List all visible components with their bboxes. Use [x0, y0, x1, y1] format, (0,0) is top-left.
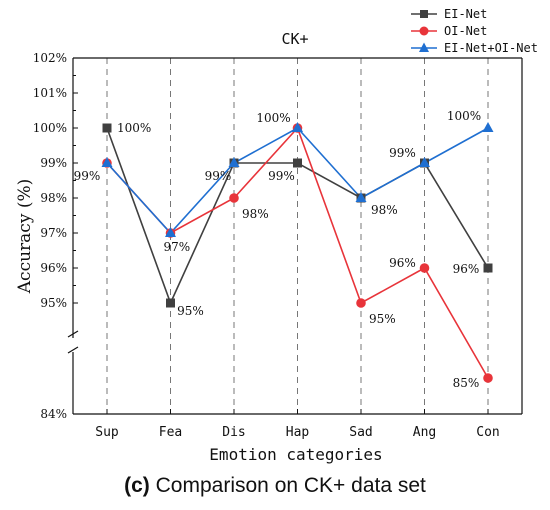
marker-ei-net-oi-net-ang — [419, 157, 430, 167]
legend-marker-square — [420, 10, 428, 18]
y-tick-labels: 84% 95% 96% 97% 98% 99% 100% 101% 102% — [33, 51, 78, 421]
legend-label: OI-Net — [444, 24, 487, 38]
marker-ei-net-oi-net-fea — [165, 227, 176, 237]
data-label: 96% — [453, 262, 480, 276]
chart-title: CK+ — [281, 30, 308, 48]
y-tick-label: 95% — [40, 296, 67, 310]
x-tick-label-sup: Sup — [95, 425, 119, 440]
x-tick-label-fea: Fea — [159, 425, 182, 440]
axis-break-mark — [67, 330, 79, 338]
y-tick-label: 96% — [40, 261, 67, 275]
y-tick-label: 102% — [33, 51, 67, 65]
y-tick-label: 98% — [40, 191, 67, 205]
x-tick-label-con: Con — [476, 425, 499, 440]
data-label: 99% — [74, 169, 101, 183]
x-tick-label-dis: Dis — [222, 425, 245, 440]
x-tick-label-sad: Sad — [349, 425, 372, 440]
marker-oi-net-con — [483, 373, 493, 383]
y-tick-label: 99% — [40, 156, 67, 170]
y-tick-label: 100% — [33, 121, 67, 135]
marker-oi-net-ang — [419, 263, 430, 273]
marker-oi-net-sad — [356, 298, 366, 308]
marker-ei-net-oi-net-sup — [101, 157, 113, 167]
data-label: 95% — [177, 304, 204, 318]
x-tick-label-hap: Hap — [286, 425, 310, 440]
data-label: 100% — [256, 111, 290, 125]
legend-marker-triangle — [419, 42, 429, 52]
legend-label: EI-Net+OI-Net — [444, 41, 538, 55]
data-label: 99% — [389, 146, 416, 160]
marker-ei-net-sup — [102, 123, 112, 133]
marker-ei-net-oi-net-dis — [228, 157, 240, 167]
data-label: 97% — [164, 240, 191, 254]
accuracy-line-chart: CK+ 84% 95% 96% 97% 98% 99% 100% 101% 102% Sup Fe… — [15, 7, 538, 464]
axis-break-mark — [67, 346, 79, 354]
y-axis-label: Accuracy (%) — [15, 179, 35, 294]
data-label: 99% — [205, 169, 232, 183]
data-labels: 100% 95% 99% 99% 98% 99% 96% 99% 97% 98% 100% 95% 96… — [74, 109, 481, 390]
caption-label: (c) — [124, 474, 150, 497]
data-label: 99% — [268, 169, 295, 183]
data-label: 98% — [242, 207, 269, 221]
data-label: 98% — [371, 203, 398, 217]
marker-ei-net-oi-net-con — [482, 122, 494, 132]
legend-marker-circle — [419, 26, 429, 36]
data-label: 100% — [117, 121, 151, 135]
marker-ei-net-oi-net-sad — [355, 192, 367, 202]
y-tick-label: 101% — [33, 86, 67, 100]
marker-ei-net-oi-net-hap — [292, 122, 303, 132]
marker-ei-net-con — [483, 263, 493, 273]
series-markers — [101, 122, 494, 383]
data-label: 100% — [447, 109, 481, 123]
data-label: 96% — [389, 256, 416, 270]
y-tick-label: 84% — [40, 407, 67, 421]
legend: EI-Net OI-Net EI-Net+OI-Net — [411, 7, 538, 55]
marker-oi-net-dis — [229, 193, 239, 203]
x-axis-label: Emotion categories — [209, 445, 382, 464]
legend-label: EI-Net — [444, 7, 487, 21]
x-tick-label-ang: Ang — [413, 425, 436, 440]
caption-text: Comparison on CK+ data set — [155, 474, 426, 497]
category-gridlines — [106, 58, 489, 414]
marker-ei-net-fea — [166, 298, 175, 308]
data-label: 85% — [453, 376, 480, 390]
marker-ei-net-hap — [293, 158, 302, 168]
data-label: 95% — [369, 312, 396, 326]
y-tick-label: 97% — [40, 226, 67, 240]
x-tick-labels: Sup Fea Dis Hap Sad Ang Con — [95, 409, 500, 440]
figure-caption: (c) Comparison on CK+ data set — [0, 474, 550, 498]
